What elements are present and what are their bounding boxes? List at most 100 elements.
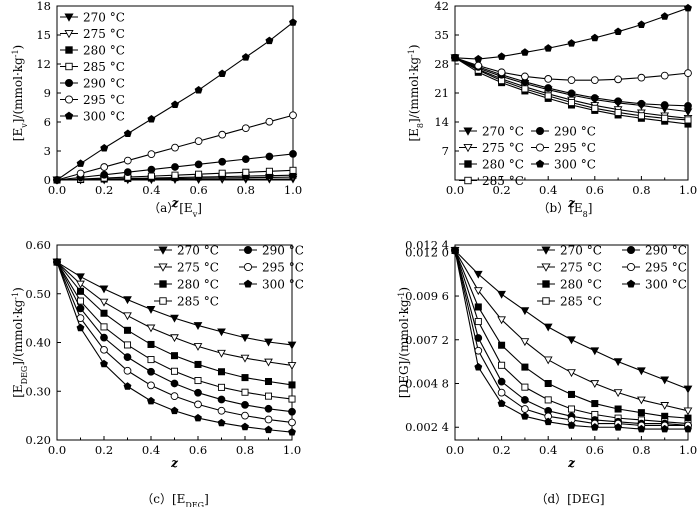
legend-marker [541,246,551,255]
data-point [147,150,156,158]
data-point [544,417,553,426]
data-point [287,362,297,370]
y-tick-label: 18 [36,0,51,13]
data-point [217,395,226,404]
legend-marker [243,279,253,288]
legend-label: 270 °C [177,244,219,258]
data-point [684,3,692,12]
data-point [170,314,179,323]
data-point [53,257,61,266]
data-point [76,297,85,305]
caption-part: ] [197,201,202,215]
data-point [497,388,506,397]
data-point [497,52,506,60]
data-point [544,396,552,404]
data-point [194,85,203,94]
data-point [123,353,132,361]
data-point [660,376,670,385]
data-point [590,33,599,42]
data-point [76,273,85,282]
x-tick-label: 0.8 [237,183,255,197]
panel-d: 0.0 0.2 0.4 0.6 0.8 1.0 0.002 4 0.004 8 0.007 2 0… [397,238,698,506]
legend-label: 280 °C [560,278,602,292]
caption-part: ] [588,201,593,215]
data-point [265,152,274,161]
y-tick-label: 21 [434,86,449,100]
y-tick-label: 14 [434,115,449,129]
data-point [53,175,61,184]
legend-label: 270 °C [482,125,524,139]
data-point [76,169,85,178]
x-axis-label: z [567,196,576,210]
y-label-part: -1 [11,292,20,300]
data-point [543,323,553,332]
x-tick-label: 0.8 [632,183,650,197]
legend-label: 295 °C [83,93,125,107]
data-point [147,114,156,123]
data-point [567,336,576,345]
y-label-part: ) [11,45,25,50]
x-tick-label: 1.0 [284,183,302,197]
data-point [217,418,226,427]
y-tick-label: 0 [44,173,51,187]
data-point [567,39,576,47]
data-point [264,377,273,386]
data-point [170,406,179,415]
data-point [265,117,274,126]
y-tick-label: 0.40 [25,336,51,350]
y-tick-label: 42 [434,0,449,13]
data-point [171,171,179,179]
x-tick-label: 1.0 [679,183,697,197]
y-tick-label: 9 [44,86,51,100]
y-label-part: ]/(mmol·kg [11,57,25,123]
x-tick-label: 1.0 [283,443,301,457]
data-point [614,108,622,116]
legend-marker [542,297,550,305]
legend-label: 300 °C [645,278,687,292]
series-300C [53,18,297,184]
data-point [194,400,202,409]
x-tick-label: 0.6 [586,183,604,197]
data-point [637,367,646,376]
legend-label: 275 °C [83,27,125,41]
y-tick-label: 0.002 4 [405,420,449,434]
legend-marker [542,280,550,288]
data-point [194,360,202,368]
legend-marker [64,78,74,88]
x-tick-label: 0.4 [142,443,160,457]
data-point [590,94,599,102]
legend-marker [64,30,74,39]
x-tick-label: 0.4 [539,443,557,457]
data-point [171,100,179,108]
data-point [218,169,226,177]
x-tick-label: 0.8 [236,443,254,457]
caption-part: （c）[E [141,492,185,506]
y-label-part: DEG [20,366,29,385]
data-point [217,406,226,415]
y-tick-label: 0.007 2 [405,333,449,347]
data-point [123,326,132,334]
data-point [567,89,576,98]
data-point [288,395,296,403]
x-tick-label: 0.2 [492,443,510,457]
legend-label: 275 °C [560,261,602,275]
data-point [520,307,530,316]
series-275C [450,247,693,416]
y-label-part: ) [11,287,25,292]
legend: 270 °C 275 °C 280 °C 285 °C 290 °C 295 °C 300 … [60,11,125,124]
data-point [100,309,108,317]
data-point [100,323,108,331]
data-point [100,143,109,152]
data-point [265,167,273,175]
legend-marker [158,263,168,272]
data-point [289,18,297,26]
data-point [170,379,179,388]
data-point [567,390,576,398]
series-295C [53,258,296,427]
data-point [521,396,529,404]
y-label-part: [DEG]/(mmol·kg [397,299,411,398]
data-point [100,359,108,368]
legend-marker [65,62,73,71]
data-point [241,53,250,61]
data-point [520,338,530,347]
